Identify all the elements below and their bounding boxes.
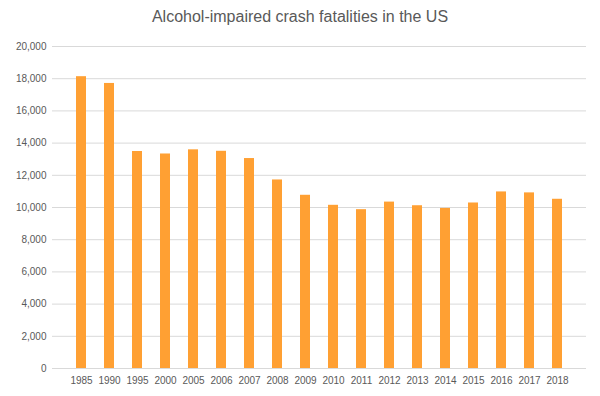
svg-text:2000: 2000: [154, 375, 177, 386]
svg-text:2011: 2011: [351, 375, 373, 386]
svg-text:1995: 1995: [126, 375, 149, 386]
svg-text:1985: 1985: [70, 375, 93, 386]
svg-text:2018: 2018: [546, 375, 569, 386]
svg-text:4,000: 4,000: [21, 298, 46, 309]
svg-text:16,000: 16,000: [16, 105, 47, 116]
svg-text:2,000: 2,000: [21, 331, 46, 342]
svg-text:18,000: 18,000: [16, 73, 47, 84]
svg-text:2013: 2013: [406, 375, 429, 386]
svg-text:2012: 2012: [378, 375, 401, 386]
svg-text:20,000: 20,000: [16, 41, 47, 52]
svg-text:2014: 2014: [434, 375, 457, 386]
svg-text:2006: 2006: [210, 375, 233, 386]
svg-text:12,000: 12,000: [16, 170, 47, 181]
svg-text:1990: 1990: [98, 375, 121, 386]
svg-text:6,000: 6,000: [21, 266, 46, 277]
svg-text:2010: 2010: [322, 375, 345, 386]
svg-text:2005: 2005: [182, 375, 205, 386]
svg-text:8,000: 8,000: [21, 234, 46, 245]
svg-text:2009: 2009: [294, 375, 317, 386]
svg-text:2007: 2007: [238, 375, 261, 386]
svg-text:0: 0: [41, 363, 47, 374]
svg-text:10,000: 10,000: [16, 202, 47, 213]
svg-text:2008: 2008: [266, 375, 289, 386]
svg-text:2015: 2015: [462, 375, 485, 386]
svg-text:14,000: 14,000: [16, 137, 47, 148]
svg-text:2016: 2016: [490, 375, 513, 386]
html-text:Alcohol-impaired crash fatalit: Alcohol-impaired crash fatalities in the…: [151, 8, 449, 25]
svg-text:2017: 2017: [518, 375, 541, 386]
